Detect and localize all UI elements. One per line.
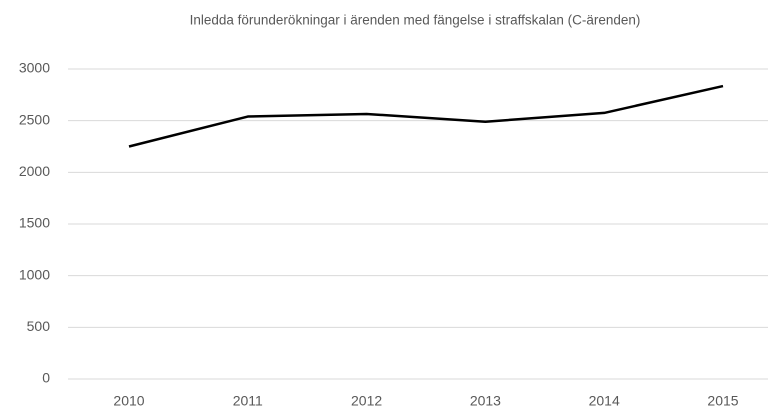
x-tick-label: 2015 <box>707 393 738 409</box>
y-tick-label: 500 <box>27 318 51 334</box>
chart-title: Inledda förunderökningar i ärenden med f… <box>190 13 641 28</box>
x-tick-label: 2012 <box>351 393 382 409</box>
y-tick-label: 0 <box>42 370 50 386</box>
y-tick-label: 2500 <box>19 111 50 127</box>
y-tick-label: 3000 <box>19 60 50 76</box>
x-tick-label: 2011 <box>233 393 263 409</box>
x-tick-label: 2014 <box>589 393 620 409</box>
y-tick-label: 1000 <box>19 266 50 282</box>
y-tick-label: 1500 <box>19 215 50 231</box>
x-tick-label: 2010 <box>113 393 144 409</box>
data-line <box>128 84 724 148</box>
y-tick-label: 2000 <box>19 163 50 179</box>
x-tick-label: 2013 <box>470 393 501 409</box>
